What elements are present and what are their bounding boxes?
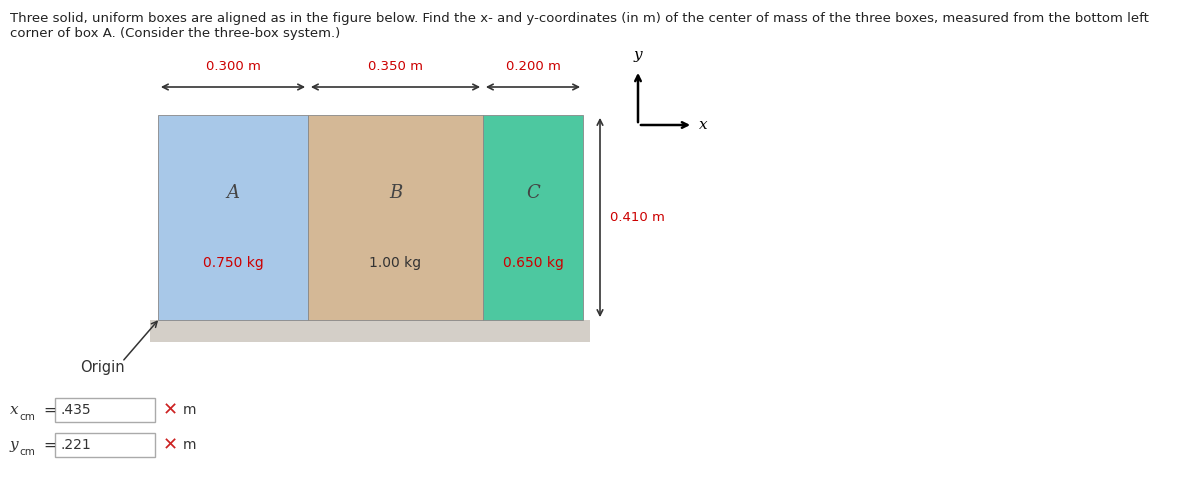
Text: 0.650 kg: 0.650 kg xyxy=(503,255,564,269)
Bar xyxy=(482,115,583,320)
Text: x: x xyxy=(10,403,19,417)
Text: 0.350 m: 0.350 m xyxy=(368,60,424,73)
Text: ✕: ✕ xyxy=(163,401,178,419)
Text: 0.750 kg: 0.750 kg xyxy=(203,255,263,269)
Text: Origin: Origin xyxy=(80,360,125,375)
Text: =: = xyxy=(43,402,55,417)
Text: cm: cm xyxy=(19,447,35,457)
Text: .221: .221 xyxy=(61,438,91,452)
Text: 0.300 m: 0.300 m xyxy=(205,60,260,73)
Text: =: = xyxy=(43,438,55,453)
Text: Three solid, uniform boxes are aligned as in the figure below. Find the x- and y: Three solid, uniform boxes are aligned a… xyxy=(10,12,1148,40)
Text: x: x xyxy=(698,118,708,132)
Text: cm: cm xyxy=(19,412,35,422)
Bar xyxy=(308,115,482,320)
Text: A: A xyxy=(227,184,240,202)
Text: 1.00 kg: 1.00 kg xyxy=(370,255,421,269)
Text: y: y xyxy=(10,438,19,452)
Text: HINT: HINT xyxy=(22,85,60,99)
FancyBboxPatch shape xyxy=(55,398,155,422)
Text: .435: .435 xyxy=(61,403,91,417)
Text: 0.410 m: 0.410 m xyxy=(610,211,665,224)
Text: y: y xyxy=(634,48,642,62)
Text: 0.200 m: 0.200 m xyxy=(505,60,560,73)
Bar xyxy=(150,320,590,342)
Text: B: B xyxy=(389,184,402,202)
Bar xyxy=(158,115,308,320)
Text: m: m xyxy=(182,438,197,452)
FancyBboxPatch shape xyxy=(55,433,155,457)
Text: C: C xyxy=(526,184,540,202)
Text: m: m xyxy=(182,403,197,417)
Text: ✕: ✕ xyxy=(163,436,178,454)
